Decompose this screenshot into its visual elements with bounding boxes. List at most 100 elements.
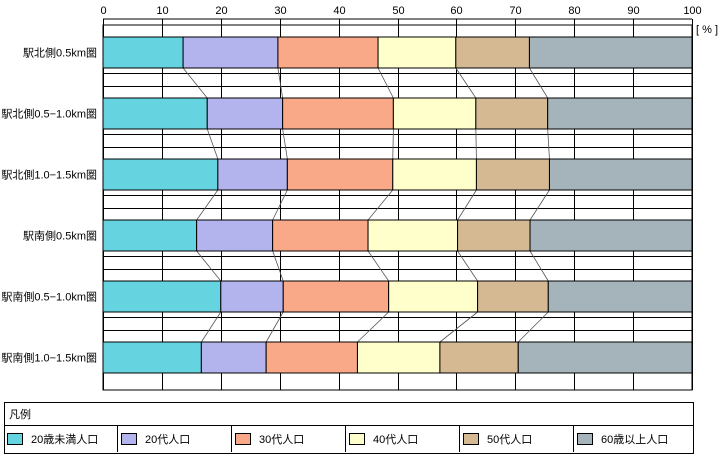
x-tick-label: 40 (333, 5, 345, 17)
grid-layer (102, 18, 693, 391)
legend-item: 30代人口 (235, 431, 304, 447)
bar-segment (548, 158, 693, 191)
connector-layer (182, 67, 550, 343)
bar-segment (277, 36, 379, 69)
bar-segment (272, 219, 369, 252)
bar-segment (220, 280, 284, 313)
legend: 凡例 20歳未満人口 20代人口 30代人口 40代人口 50代人口 60歳以上人口 (4, 402, 694, 454)
bar-segment (475, 158, 550, 191)
legend-divider (345, 426, 346, 452)
category-label: 駅南側1.0−1.5km圏 (1, 352, 97, 365)
legend-item: 60歳以上人口 (577, 431, 668, 447)
bar-segment (282, 280, 390, 313)
bar-segment (388, 280, 479, 313)
connector-line (457, 189, 477, 221)
legend-swatch (577, 433, 593, 445)
bar-segment (282, 97, 394, 130)
bar-segment (265, 341, 358, 374)
unit-label: [ % ] (696, 24, 718, 36)
bar-segment (286, 158, 394, 191)
x-tick-label: 60 (450, 5, 462, 17)
legend-item: 20歳未満人口 (7, 431, 98, 447)
connector-line (201, 311, 222, 343)
bar-segment (102, 341, 202, 374)
legend-swatch (7, 433, 23, 445)
legend-label: 20代人口 (145, 434, 191, 446)
bar-segment (102, 158, 219, 191)
connector-line (475, 128, 477, 160)
bar-segment (517, 341, 693, 374)
x-tick-label: 10 (156, 5, 168, 17)
connector-line (282, 128, 288, 160)
bar-layer (102, 36, 693, 374)
connector-line (547, 128, 550, 160)
connector-line (455, 67, 477, 99)
connector-line (367, 189, 394, 221)
bar-segment (200, 341, 267, 374)
bar-segment (102, 280, 222, 313)
legend-item: 50代人口 (463, 431, 532, 447)
connector-line (529, 189, 550, 221)
label-layer: 0 10 20 30 40 50 60 70 80 90 100 [ % ] 駅北側0.5km圏駅北側0… (1, 5, 718, 365)
connector-line (529, 67, 549, 99)
connector-line (377, 67, 394, 99)
connector-line (265, 311, 284, 343)
x-tick-label: 70 (509, 5, 521, 17)
plot-frame (102, 24, 693, 391)
connector-line (529, 250, 549, 282)
legend-label: 60歳以上人口 (601, 434, 669, 446)
legend-item: 40代人口 (349, 431, 418, 447)
x-tick-label: 100 (683, 5, 701, 17)
category-label: 駅南側0.5−1.0km圏 (1, 291, 97, 304)
bar-segment (102, 36, 184, 69)
stacked-bar-chart: 0 10 20 30 40 50 60 70 80 90 100 [ % ] 駅北側0.5km圏駅北側0… (1, 5, 718, 391)
x-tick-label: 20 (215, 5, 227, 17)
legend-item: 20代人口 (121, 431, 190, 447)
bar-segment (528, 36, 693, 69)
category-label: 駅北側1.0−1.5km圏 (1, 169, 97, 182)
connector-line (367, 250, 389, 282)
legend-label: 30代人口 (259, 434, 305, 446)
legend-row: 20歳未満人口 20代人口 30代人口 40代人口 50代人口 60歳以上人口 (5, 425, 693, 452)
legend-label: 20歳未満人口 (31, 434, 99, 446)
bar-segment (455, 36, 530, 69)
connector-line (357, 311, 389, 343)
category-label: 駅北側0.5km圏 (23, 47, 97, 60)
connector-line (439, 311, 478, 343)
legend-swatch (463, 433, 479, 445)
connector-line (196, 250, 222, 282)
legend-label: 40代人口 (373, 434, 419, 446)
legend-swatch (349, 433, 365, 445)
bar-segment (529, 219, 693, 252)
legend-swatch (235, 433, 251, 445)
legend-divider (573, 426, 574, 452)
x-tick-label: 90 (627, 5, 639, 17)
x-tick-label: 0 (100, 5, 106, 17)
bar-segment (102, 219, 198, 252)
connector-line (277, 67, 284, 99)
legend-divider (459, 426, 460, 452)
bar-segment (196, 219, 274, 252)
bar-segment (457, 219, 531, 252)
legend-divider (117, 426, 118, 452)
bar-segment (392, 97, 477, 130)
bar-segment (475, 97, 549, 130)
bar-segment (367, 219, 459, 252)
category-label: 駅南側0.5km圏 (23, 230, 97, 243)
connector-line (272, 189, 288, 221)
connector-line (206, 128, 219, 160)
legend-title: 凡例 (9, 409, 31, 421)
bar-segment (217, 158, 288, 191)
bar-segment (206, 97, 284, 130)
x-tick-label: 30 (274, 5, 286, 17)
connector-line (196, 189, 219, 221)
bar-segment (439, 341, 519, 374)
connector-line (457, 250, 478, 282)
connector-line (272, 250, 284, 282)
category-label: 駅北側0.5−1.0km圏 (1, 108, 97, 121)
bar-segment (182, 36, 279, 69)
legend-divider (231, 426, 232, 452)
bar-segment (547, 280, 693, 313)
connector-line (182, 67, 208, 99)
x-tick-label: 80 (568, 5, 580, 17)
